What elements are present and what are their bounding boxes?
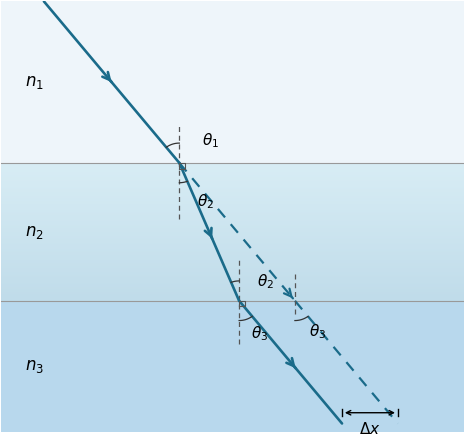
Bar	[1, 301, 464, 432]
Text: $\theta_3$: $\theta_3$	[251, 325, 268, 343]
Text: $\Delta x$: $\Delta x$	[359, 421, 381, 437]
Text: $n_3$: $n_3$	[25, 357, 44, 375]
Text: $\theta_2$: $\theta_2$	[257, 272, 274, 291]
Text: $\theta_1$: $\theta_1$	[202, 131, 219, 150]
Text: $\theta_3$: $\theta_3$	[309, 322, 326, 341]
Bar	[1, 1, 464, 163]
Text: $n_1$: $n_1$	[25, 73, 43, 91]
Text: $\theta_2$: $\theta_2$	[197, 192, 214, 211]
Text: $n_2$: $n_2$	[25, 223, 43, 241]
